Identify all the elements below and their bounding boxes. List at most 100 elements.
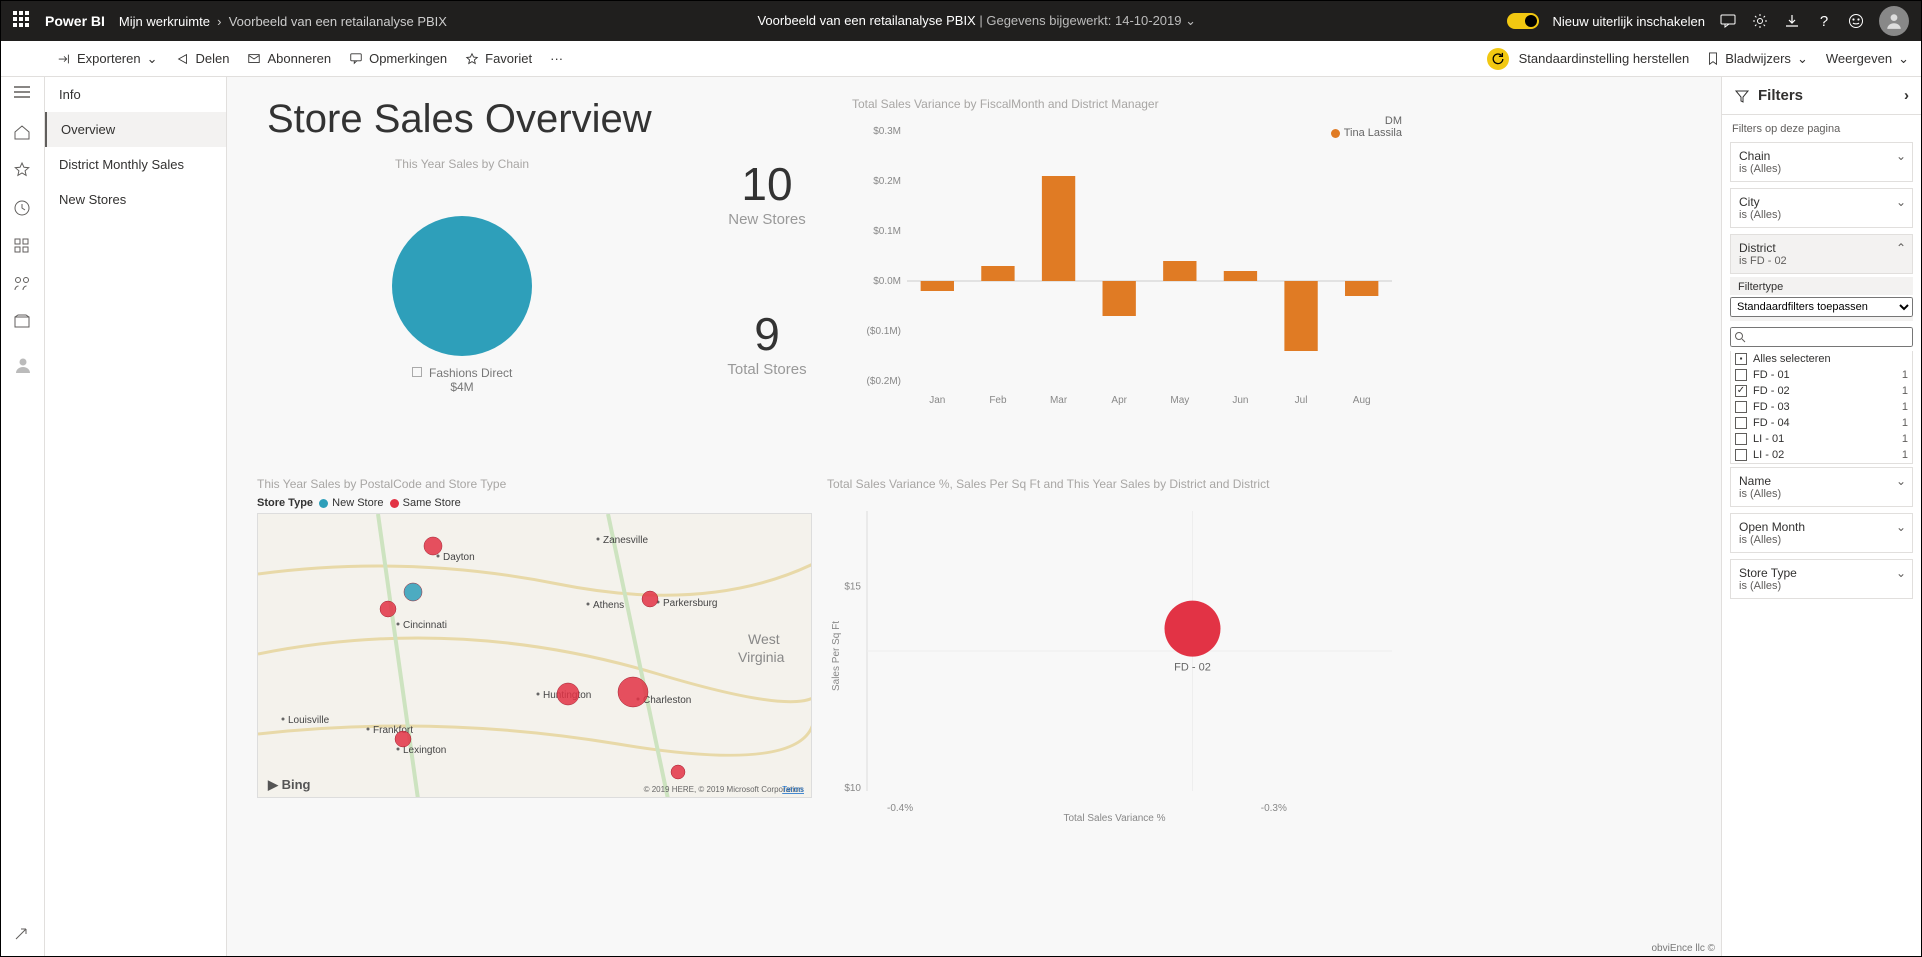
bar-chart[interactable]: Total Sales Variance by FiscalMonth and … <box>852 97 1402 447</box>
filtertype-select[interactable]: Standaardfilters toepassen <box>1730 297 1913 321</box>
chat-icon[interactable] <box>1719 12 1737 30</box>
svg-text:Zanesville: Zanesville <box>603 535 648 546</box>
tab-newstores[interactable]: New Stores <box>45 182 226 217</box>
updated-prefix: Gegevens bijgewerkt: <box>986 13 1111 28</box>
svg-text:Mar: Mar <box>1050 395 1068 406</box>
recent-icon[interactable] <box>13 199 33 219</box>
svg-text:Jul: Jul <box>1295 395 1308 406</box>
svg-text:Total Sales Variance %: Total Sales Variance % <box>1063 813 1165 824</box>
favorite-button[interactable]: Favoriet <box>465 51 532 66</box>
bar-legend-item: Tina Lassila <box>1331 127 1402 139</box>
scatter-chart[interactable]: Total Sales Variance %, Sales Per Sq Ft … <box>827 477 1402 857</box>
svg-text:© 2019 HERE, © 2019 Microsoft: © 2019 HERE, © 2019 Microsoft Corporatio… <box>644 785 803 794</box>
new-look-toggle[interactable] <box>1507 13 1539 29</box>
tab-district[interactable]: District Monthly Sales <box>45 147 226 182</box>
app-launcher-icon[interactable] <box>13 11 33 31</box>
avatar[interactable] <box>1879 6 1909 36</box>
command-bar: Exporteren⌄ Delen Abonneren Opmerkingen … <box>1 41 1921 77</box>
page-title: Store Sales Overview <box>267 97 652 142</box>
export-button[interactable]: Exporteren⌄ <box>57 51 158 67</box>
toggle-label: Nieuw uiterlijk inschakelen <box>1553 14 1705 29</box>
svg-text:Parkersburg: Parkersburg <box>663 598 717 609</box>
pie-label2: $4M <box>450 380 473 394</box>
profile-icon[interactable] <box>13 355 33 375</box>
brand-label: Power BI <box>45 13 105 29</box>
svg-text:Aug: Aug <box>1353 395 1371 406</box>
expand-icon[interactable] <box>13 926 33 946</box>
smile-icon[interactable] <box>1847 12 1865 30</box>
filter-value-list: Alles selecteren FD - 011FD - 021FD - 03… <box>1730 351 1913 464</box>
filter-value-row[interactable]: FD - 041 <box>1731 415 1912 431</box>
breadcrumb-file: Voorbeeld van een retailanalyse PBIX <box>229 14 447 29</box>
gear-icon[interactable] <box>1751 12 1769 30</box>
pie-chart[interactable]: This Year Sales by Chain Fashions Direct… <box>257 157 667 447</box>
reset-button[interactable]: Standaardinstelling herstellen <box>1487 48 1690 70</box>
breadcrumb-workspace[interactable]: Mijn werkruimte <box>119 14 210 29</box>
svg-text:West: West <box>748 631 780 647</box>
filter-value-row[interactable]: LI - 011 <box>1731 431 1912 447</box>
updated-date: 14-10-2019 <box>1115 13 1182 28</box>
help-icon[interactable]: ? <box>1815 12 1833 30</box>
page-tabs: Info Overview District Monthly Sales New… <box>45 77 227 956</box>
kpi-new-label: New Stores <box>687 211 847 228</box>
filter-chain[interactable]: Chainis (Alles)⌄ <box>1730 142 1913 182</box>
svg-text:FD - 02: FD - 02 <box>1174 662 1211 674</box>
filter-name[interactable]: Nameis (Alles)⌄ <box>1730 467 1913 507</box>
svg-text:Apr: Apr <box>1111 395 1127 406</box>
svg-text:$0.0M: $0.0M <box>873 276 901 287</box>
comments-button[interactable]: Opmerkingen <box>349 51 447 66</box>
subscribe-button[interactable]: Abonneren <box>247 51 331 66</box>
svg-text:May: May <box>1170 395 1189 406</box>
svg-text:Jan: Jan <box>929 395 945 406</box>
bar-title: Total Sales Variance by FiscalMonth and … <box>852 97 1402 111</box>
svg-text:Terms: Terms <box>782 785 804 794</box>
map-viz[interactable]: This Year Sales by PostalCode and Store … <box>257 477 817 817</box>
svg-text:-0.4%: -0.4% <box>887 803 913 814</box>
map-title: This Year Sales by PostalCode and Store … <box>257 477 817 491</box>
home-icon[interactable] <box>13 123 33 143</box>
svg-text:$10: $10 <box>844 783 861 794</box>
filter-search[interactable] <box>1730 327 1913 347</box>
tab-info[interactable]: Info <box>45 77 226 112</box>
filter-value-row[interactable]: FD - 031 <box>1731 399 1912 415</box>
filters-section-label: Filters op deze pagina <box>1722 115 1921 139</box>
chevron-down-icon[interactable]: ⌄ <box>1185 13 1196 28</box>
header-file: Voorbeeld van een retailanalyse PBIX <box>757 13 975 28</box>
tab-overview[interactable]: Overview <box>45 112 226 147</box>
scatter-title: Total Sales Variance %, Sales Per Sq Ft … <box>827 477 1402 491</box>
filter-value-row[interactable]: FD - 021 <box>1731 383 1912 399</box>
svg-text:Virginia: Virginia <box>738 649 785 665</box>
nav-rail <box>1 77 45 956</box>
share-button[interactable]: Delen <box>176 51 230 66</box>
filter-select-all[interactable]: Alles selecteren <box>1731 351 1912 367</box>
bookmarks-button[interactable]: Bladwijzers⌄ <box>1707 51 1808 67</box>
filter-value-row[interactable]: LI - 021 <box>1731 447 1912 463</box>
svg-text:$0.2M: $0.2M <box>873 176 901 187</box>
svg-text:Dayton: Dayton <box>443 552 475 563</box>
apps-icon[interactable] <box>13 237 33 257</box>
hamburger-icon[interactable] <box>13 85 33 105</box>
share-nav-icon[interactable] <box>13 275 33 295</box>
credit-label: obviEnce llc © <box>1651 943 1715 954</box>
filtertype-label: Filtertype <box>1730 277 1913 295</box>
workspace-icon[interactable] <box>13 313 33 333</box>
filter-store-type[interactable]: Store Typeis (Alles)⌄ <box>1730 559 1913 599</box>
download-icon[interactable] <box>1783 12 1801 30</box>
filters-header[interactable]: Filters › <box>1722 77 1921 115</box>
top-header: Power BI Mijn werkruimte › Voorbeeld van… <box>1 1 1921 41</box>
svg-text:-0.3%: -0.3% <box>1261 803 1287 814</box>
filter-city[interactable]: Cityis (Alles)⌄ <box>1730 188 1913 228</box>
svg-text:($0.2M): ($0.2M) <box>867 376 901 387</box>
filter-open-month[interactable]: Open Monthis (Alles)⌄ <box>1730 513 1913 553</box>
chevron-right-icon[interactable]: › <box>1904 87 1909 104</box>
view-button[interactable]: Weergeven⌄ <box>1826 51 1909 67</box>
report-canvas: Store Sales Overview This Year Sales by … <box>227 77 1721 956</box>
bar-svg: $0.3M$0.2M$0.1M$0.0M($0.1M)($0.2M)JanFeb… <box>852 111 1402 431</box>
header-center: Voorbeeld van een retailanalyse PBIX | G… <box>447 13 1507 29</box>
svg-text:Feb: Feb <box>989 395 1007 406</box>
svg-text:Jun: Jun <box>1232 395 1248 406</box>
star-icon[interactable] <box>13 161 33 181</box>
more-button[interactable]: ··· <box>550 51 563 66</box>
filter-district[interactable]: Districtis FD - 02⌃ <box>1730 234 1913 274</box>
filter-value-row[interactable]: FD - 011 <box>1731 367 1912 383</box>
